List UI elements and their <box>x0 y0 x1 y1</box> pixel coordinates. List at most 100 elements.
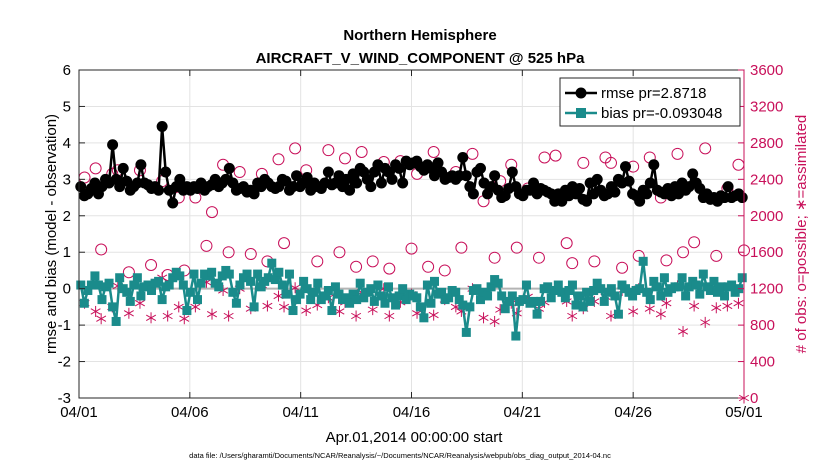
obs-possible-marker <box>222 246 235 259</box>
bias-point <box>422 280 432 290</box>
bias-point <box>185 287 195 297</box>
obs-possible-marker <box>510 241 523 254</box>
bias-point <box>79 298 89 308</box>
obs-possible-marker <box>311 255 324 268</box>
y-tick-label: -3 <box>58 390 71 407</box>
rmse-point <box>648 159 660 171</box>
bias-point <box>391 300 401 310</box>
rmse-point <box>460 170 472 182</box>
bias-point <box>571 300 581 310</box>
bias-point <box>437 287 447 297</box>
y-tick-label: 3 <box>63 171 71 188</box>
bias-point <box>143 280 153 290</box>
bias-point <box>454 295 464 305</box>
bias-point <box>518 295 528 305</box>
bias-point <box>500 304 510 314</box>
bias-point <box>511 331 521 341</box>
obs-possible-marker <box>422 260 435 273</box>
obs-possible-marker <box>206 206 218 219</box>
bias-point <box>270 275 280 285</box>
bias-point <box>638 256 648 266</box>
bias-point <box>147 285 157 295</box>
rmse-point <box>397 177 409 189</box>
obs-assimilated-marker <box>223 310 234 322</box>
bias-point <box>610 291 620 301</box>
bias-point <box>178 280 188 290</box>
x-tick-label: 04/21 <box>504 404 542 421</box>
bias-point <box>154 276 164 286</box>
rmse-point <box>489 170 501 182</box>
bias-point <box>444 293 454 303</box>
y-tick-label: -1 <box>58 317 71 334</box>
obs-assimilated-marker <box>661 297 672 309</box>
bias-point <box>589 285 599 295</box>
bias-point <box>196 278 206 288</box>
obs-possible-marker <box>233 166 246 179</box>
bias-point <box>281 289 291 299</box>
x-tick-label: 05/01 <box>725 404 763 421</box>
bias-point <box>97 295 107 305</box>
chart-title: Northern Hemisphere <box>343 27 496 44</box>
rmse-point <box>107 139 119 151</box>
bias-point <box>334 289 344 299</box>
bias-point <box>111 316 121 326</box>
obs-possible-marker <box>488 251 501 264</box>
bias-point <box>387 293 397 303</box>
bias-point <box>93 280 103 290</box>
y2-tick-label: 2800 <box>750 135 783 152</box>
obs-possible-marker <box>566 257 579 270</box>
obs-possible-marker <box>549 149 562 162</box>
data-file-footnote: data file: /Users/gharamti/Documents/NCA… <box>189 451 611 460</box>
obs-assimilated-marker <box>700 316 711 328</box>
bias-point <box>585 296 595 306</box>
bias-point <box>504 296 514 306</box>
bias-point <box>737 273 747 283</box>
bias-point <box>288 306 298 316</box>
bias-point <box>348 289 358 299</box>
obs-assimilated-marker <box>146 312 157 324</box>
bias-point <box>645 295 655 305</box>
bias-point <box>192 295 202 305</box>
bias-point <box>90 271 100 281</box>
bias-point <box>330 282 340 292</box>
bias-point <box>543 282 553 292</box>
bias-point <box>649 276 659 286</box>
plot-area <box>75 120 750 404</box>
x-tick-label: 04/01 <box>60 404 98 421</box>
bias-point <box>412 293 422 303</box>
rmse-point <box>75 181 87 193</box>
y2-tick-label: 1200 <box>750 281 783 298</box>
obs-possible-marker <box>405 242 418 255</box>
obs-possible-marker <box>89 162 102 175</box>
obs-possible-marker <box>322 144 335 157</box>
y-tick-label: 0 <box>63 281 71 298</box>
bias-point <box>419 313 429 323</box>
bias-point <box>426 298 436 308</box>
legend-box <box>559 77 741 127</box>
obs-possible-marker <box>688 236 701 249</box>
obs-assimilated-marker <box>567 310 578 322</box>
bias-point <box>483 291 493 301</box>
y-tick-label: 2 <box>63 208 71 225</box>
rmse-point <box>467 188 479 200</box>
bias-point <box>76 280 86 290</box>
obs-assimilated-marker <box>478 312 489 324</box>
obs-assimilated-marker <box>722 300 733 312</box>
bias-point <box>157 295 167 305</box>
obs-possible-marker <box>95 243 108 256</box>
bias-point <box>376 291 386 301</box>
rmse-point <box>591 173 603 185</box>
bias-point <box>277 280 287 290</box>
bias-point <box>355 278 365 288</box>
y-tick-label: 4 <box>63 135 71 152</box>
obs-possible-marker <box>616 261 629 274</box>
obs-possible-marker <box>272 153 285 166</box>
bias-point <box>214 282 224 292</box>
bias-point <box>136 291 146 301</box>
bias-point <box>394 291 404 301</box>
bias-point <box>716 282 726 292</box>
obs-assimilated-marker <box>279 301 290 313</box>
bias-point <box>720 291 730 301</box>
bias-point <box>384 282 394 292</box>
rmse-point <box>634 195 646 207</box>
